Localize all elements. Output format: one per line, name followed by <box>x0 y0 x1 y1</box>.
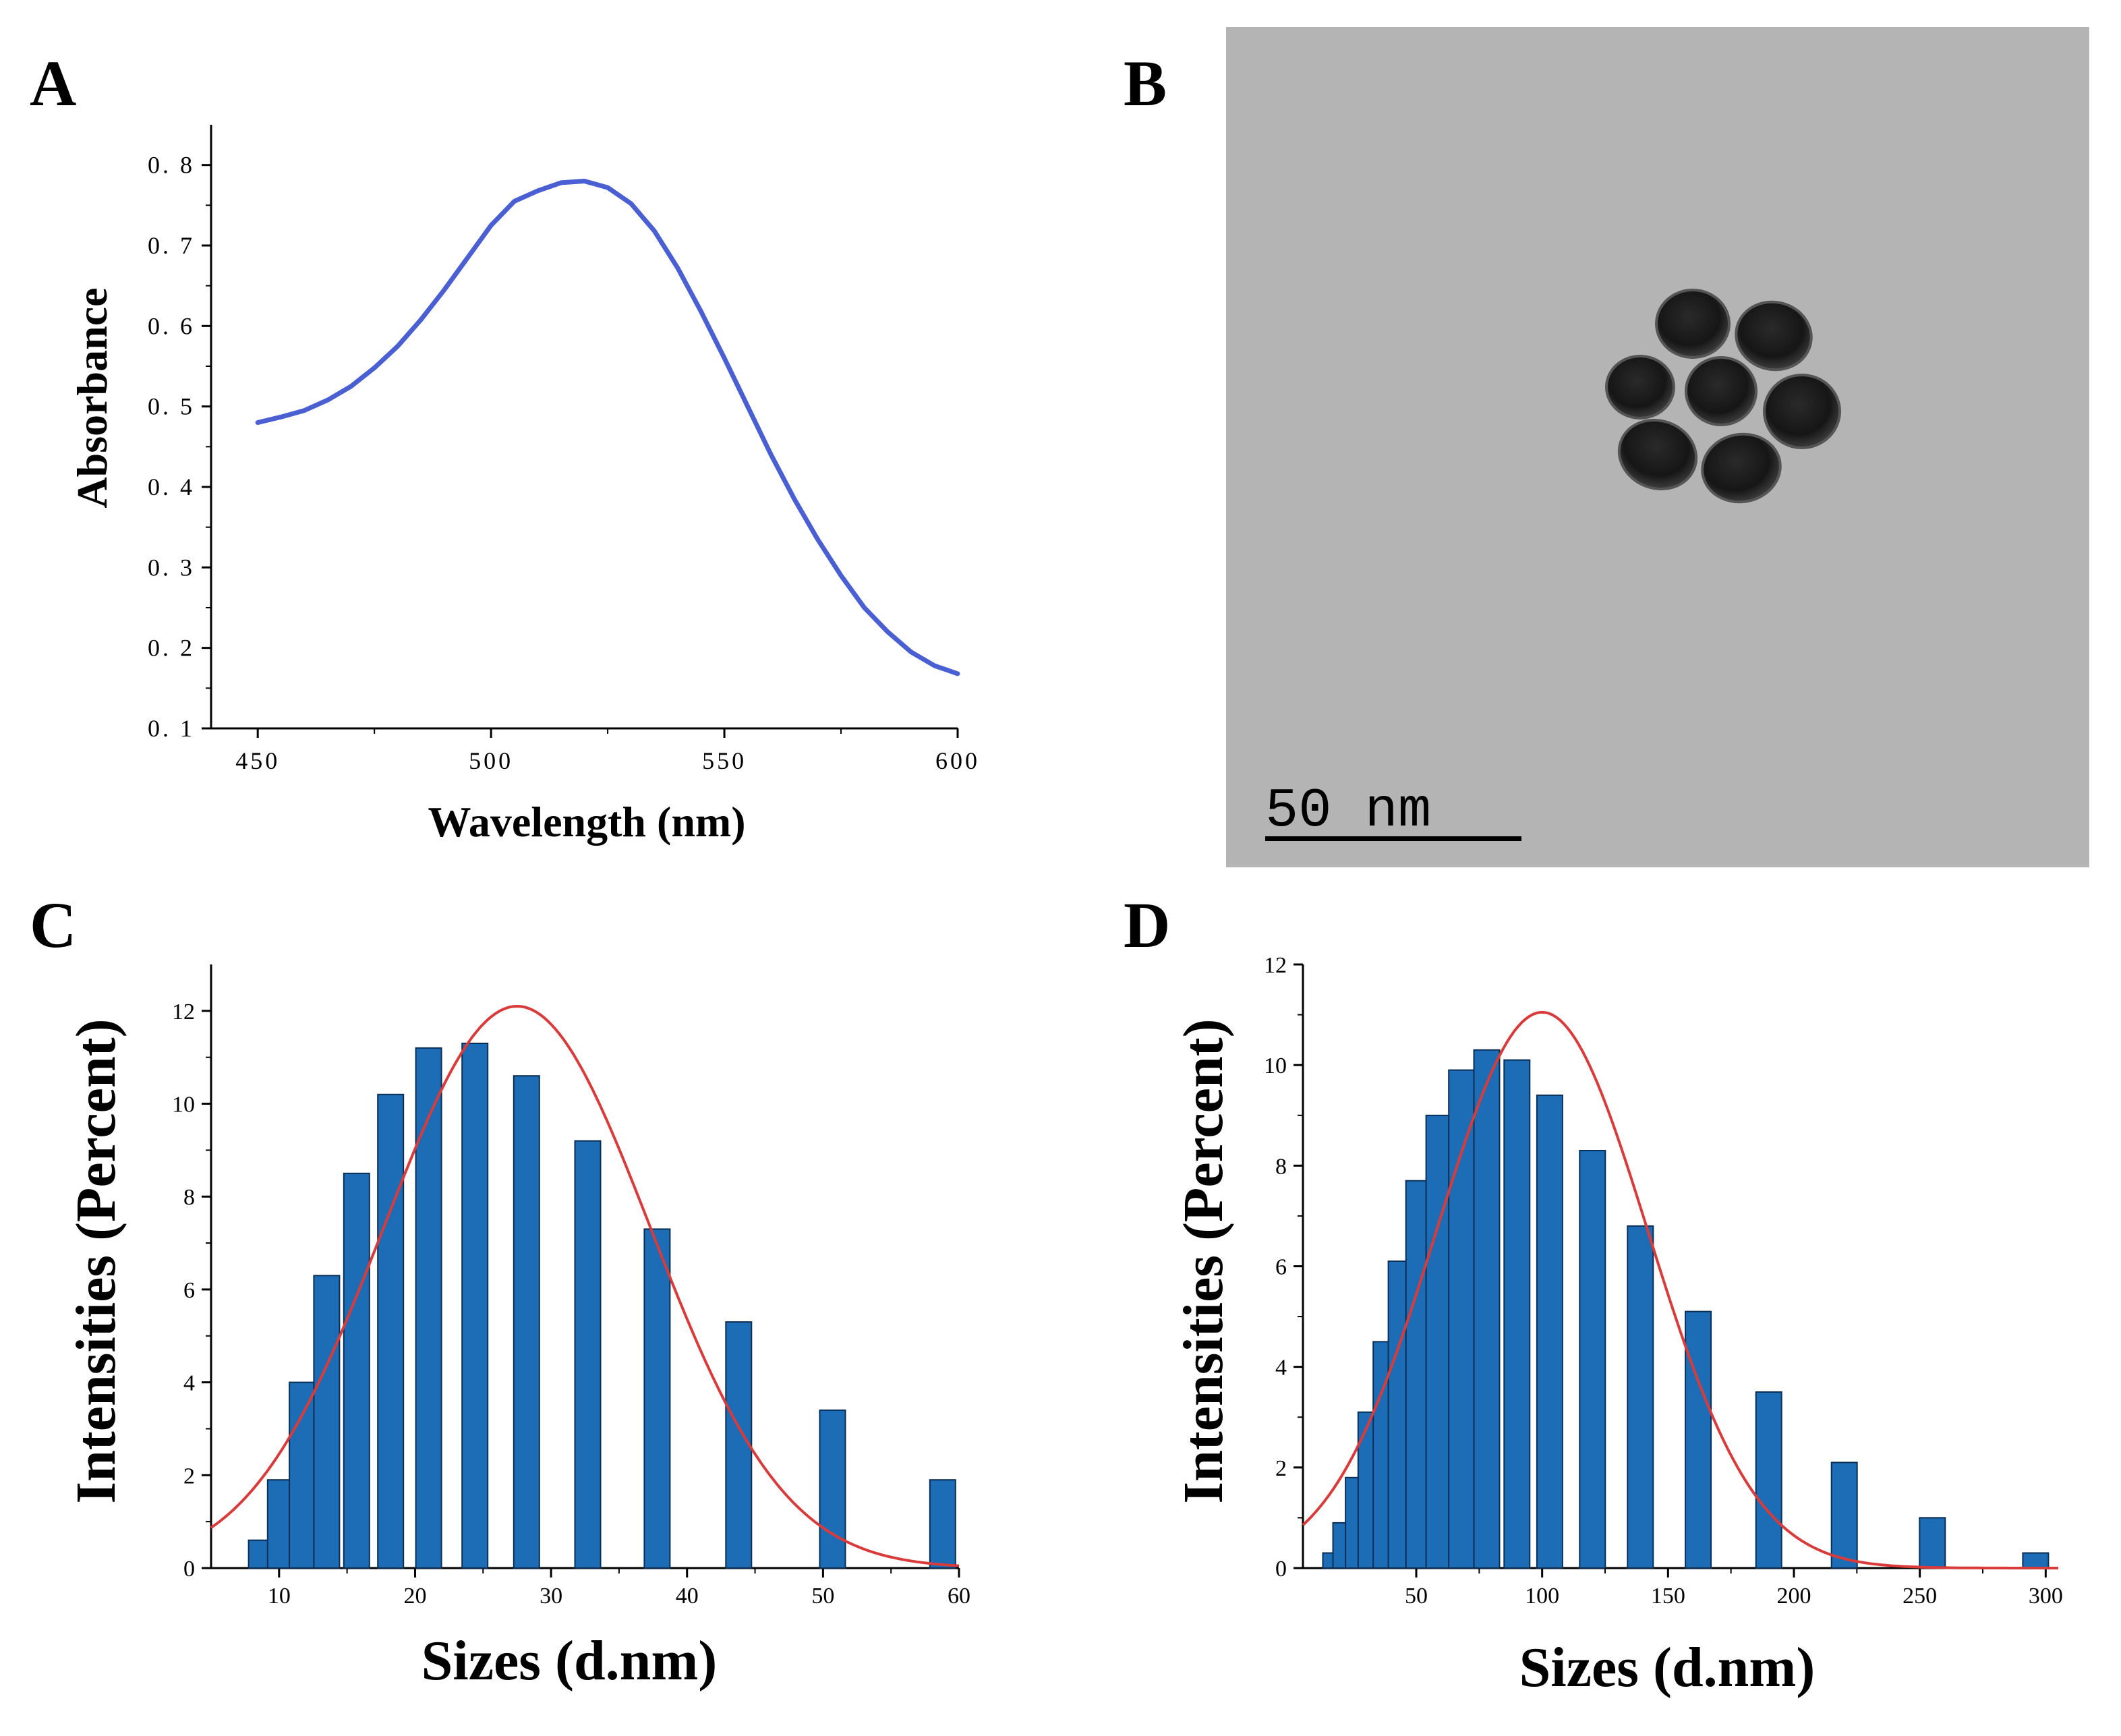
bar <box>1685 1310 1712 1569</box>
bar <box>1425 1114 1453 1569</box>
chart-d-ylabel: Intensities (Percent) <box>1172 1018 1235 1503</box>
y-tick-label: 0. 5 <box>148 393 195 420</box>
chart-a-axes <box>210 125 958 730</box>
bar <box>1503 1059 1531 1569</box>
y-tick-label: 6 <box>183 1278 195 1303</box>
bar <box>1627 1225 1654 1569</box>
panel-label-c: C <box>30 889 76 961</box>
y-tick-label: 0 <box>1275 1557 1287 1582</box>
y-tick-label: 12 <box>172 1000 195 1024</box>
y-tick-label: 0. 8 <box>148 152 195 179</box>
y-tick-label: 8 <box>183 1185 195 1210</box>
size-distribution-chart-c: 10 20 30 40 50 60 0 2 4 6 8 10 12 Sizes (d.nm) Inten… <box>65 964 970 1692</box>
bar <box>1919 1517 1946 1569</box>
chart-d-marks <box>1302 1010 2058 1569</box>
chart-a-xlabel: Wavelength (nm) <box>428 798 745 846</box>
bar <box>343 1172 370 1569</box>
nanoparticle <box>1701 432 1782 504</box>
chart-c-xlabel: Sizes (d.nm) <box>422 1629 718 1692</box>
chart-d-ticks: 50 100 150 200 250 300 0 2 4 6 8 10 12 <box>1264 953 2063 1609</box>
absorbance-chart: 450 500 550 600 0. 1 0. 2 0. 3 0. 4 0. 5 0. 6 0. 7… <box>68 125 980 846</box>
bar <box>819 1409 846 1569</box>
x-tick-label: 550 <box>702 747 747 774</box>
panel-label-b: B <box>1124 47 1167 119</box>
chart-d-xlabel: Sizes (d.nm) <box>1519 1636 1815 1699</box>
y-tick-label: 2 <box>1275 1456 1287 1481</box>
bar <box>1579 1150 1606 1569</box>
x-tick-label: 20 <box>403 1584 426 1609</box>
y-tick-label: 10 <box>172 1093 195 1118</box>
x-tick-label: 10 <box>268 1584 291 1609</box>
nanoparticle-cluster <box>1605 289 1841 504</box>
y-tick-label: 4 <box>183 1371 195 1396</box>
x-tick-label: 50 <box>1405 1584 1428 1609</box>
y-tick-label: 0 <box>183 1557 195 1582</box>
bar <box>377 1093 405 1569</box>
y-tick-label: 0. 4 <box>148 473 195 500</box>
panel-label-a: A <box>30 47 76 119</box>
x-tick-label: 150 <box>1651 1584 1685 1609</box>
y-tick-label: 0. 7 <box>148 232 195 259</box>
bar <box>929 1479 956 1569</box>
x-tick-label: 250 <box>1902 1584 1937 1609</box>
absorbance-line <box>255 179 960 676</box>
bar <box>1830 1462 1858 1569</box>
bar <box>289 1381 316 1569</box>
bar <box>513 1075 540 1569</box>
x-tick-label: 50 <box>811 1584 834 1609</box>
bar <box>313 1275 341 1569</box>
scale-bar <box>1265 836 1521 841</box>
x-tick-label: 450 <box>235 747 280 774</box>
bar <box>1536 1094 1563 1569</box>
chart-a-ylabel: Absorbance <box>68 287 116 508</box>
bar <box>1448 1069 1476 1569</box>
chart-a-ticks: 450 500 550 600 0. 1 0. 2 0. 3 0. 4 0. 5 0. 6 0. 7… <box>148 152 980 774</box>
y-tick-label: 2 <box>183 1464 195 1488</box>
bar <box>461 1043 489 1569</box>
y-tick-label: 0. 2 <box>148 635 195 662</box>
nanoparticle <box>1763 374 1841 449</box>
x-tick-label: 30 <box>540 1584 562 1609</box>
x-tick-label: 60 <box>948 1584 970 1609</box>
nanoparticle <box>1655 289 1731 359</box>
x-tick-label: 300 <box>2029 1584 2063 1609</box>
x-tick-label: 200 <box>1777 1584 1811 1609</box>
y-tick-label: 0. 6 <box>148 312 195 339</box>
bar <box>574 1140 602 1569</box>
chart-c-marks <box>210 1004 960 1569</box>
x-tick-label: 100 <box>1525 1584 1559 1609</box>
bar <box>1473 1049 1501 1569</box>
bar <box>643 1228 671 1569</box>
bar <box>1755 1391 1782 1569</box>
bar <box>2022 1552 2050 1569</box>
y-tick-label: 0. 3 <box>148 554 195 581</box>
chart-c-ticks: 10 20 30 40 50 60 0 2 4 6 8 10 12 <box>172 1000 970 1609</box>
y-tick-label: 6 <box>1275 1255 1287 1280</box>
chart-c-ylabel: Intensities (Percent) <box>65 1018 127 1503</box>
y-tick-label: 4 <box>1275 1356 1287 1381</box>
y-tick-label: 8 <box>1275 1154 1287 1179</box>
x-tick-label: 500 <box>469 747 513 774</box>
tem-micrograph: 50 nm <box>1226 27 2089 867</box>
nanoparticle <box>1735 300 1813 372</box>
nanoparticle <box>1605 355 1675 419</box>
scale-bar-label: 50 nm <box>1265 780 1431 842</box>
gaussian-fit-line <box>210 1004 960 1567</box>
chart-a-marks <box>255 179 960 676</box>
nanoparticle <box>1685 356 1757 426</box>
bar <box>725 1321 753 1569</box>
gaussian-fit-line <box>1302 1010 2058 1569</box>
y-tick-label: 12 <box>1264 953 1287 978</box>
x-tick-label: 40 <box>676 1584 699 1609</box>
x-tick-label: 600 <box>935 747 980 774</box>
nanoparticle <box>1617 418 1698 491</box>
y-tick-label: 0. 1 <box>148 715 195 742</box>
bar <box>415 1047 442 1569</box>
panel-label-d: D <box>1124 889 1170 961</box>
y-tick-label: 10 <box>1264 1053 1287 1078</box>
